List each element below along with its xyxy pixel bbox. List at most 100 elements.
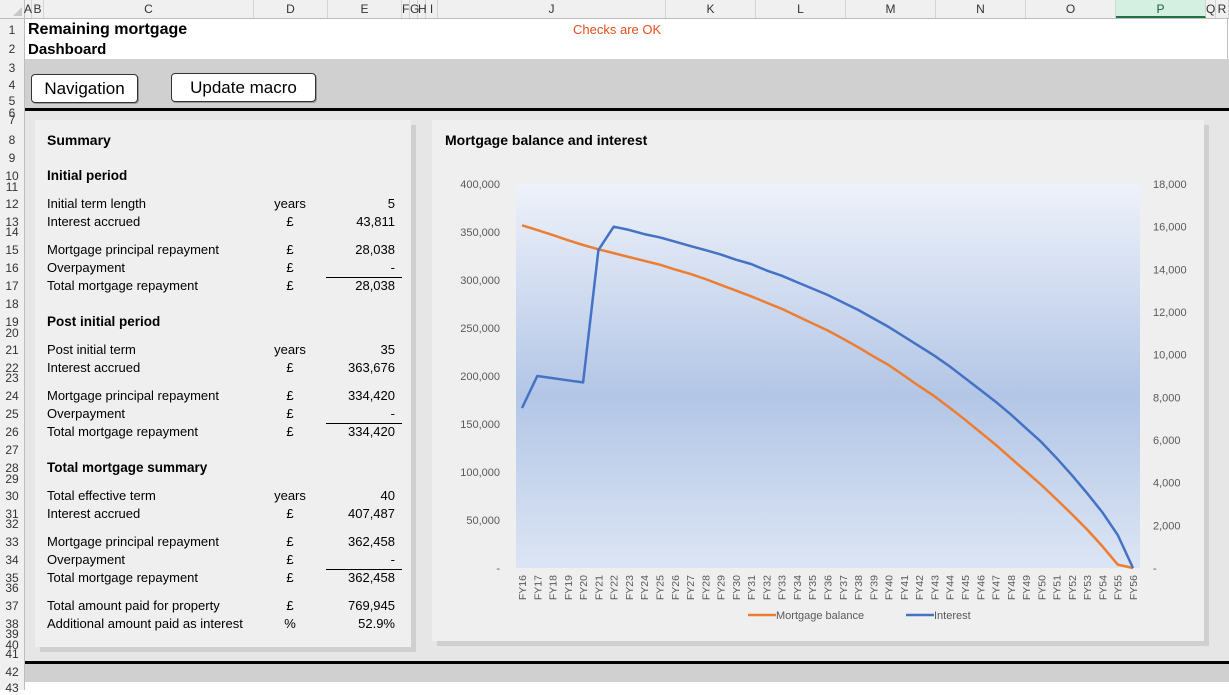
row-header-5[interactable]: 5 bbox=[8, 94, 16, 108]
column-header-b[interactable]: B bbox=[32, 0, 44, 18]
x-tick-label: FY47 bbox=[991, 575, 1003, 600]
summary-value: 28,038 bbox=[355, 242, 395, 257]
column-header-r[interactable]: R bbox=[1216, 0, 1229, 18]
row-header-11[interactable]: 11 bbox=[5, 180, 19, 194]
chart-panel[interactable]: Mortgage balance and interest - 50,000 100… bbox=[432, 120, 1204, 641]
row-header-21[interactable]: 21 bbox=[5, 343, 19, 357]
column-header-f[interactable]: F bbox=[402, 0, 410, 18]
y-right-tick-label: 12,000 bbox=[1153, 307, 1187, 319]
y-right-tick-label: 14,000 bbox=[1153, 264, 1187, 276]
row-header-26[interactable]: 26 bbox=[5, 425, 19, 439]
row-header-3[interactable]: 3 bbox=[8, 61, 16, 75]
row-header-32[interactable]: 32 bbox=[5, 517, 19, 531]
summary-value: 5 bbox=[387, 196, 395, 211]
row-header-41[interactable]: 41 bbox=[5, 647, 19, 661]
x-tick-label: FY18 bbox=[548, 575, 560, 600]
column-header-j[interactable]: J bbox=[438, 0, 666, 18]
summary-value: 363,676 bbox=[348, 360, 395, 375]
x-tick-label: FY33 bbox=[777, 575, 789, 600]
row-header-36[interactable]: 36 bbox=[5, 581, 19, 595]
select-all-corner[interactable] bbox=[0, 0, 25, 18]
column-header-k[interactable]: K bbox=[666, 0, 756, 18]
row-header-33[interactable]: 33 bbox=[5, 535, 19, 549]
column-header-n[interactable]: N bbox=[936, 0, 1026, 18]
row-header-17[interactable]: 17 bbox=[5, 279, 19, 293]
y-right-tick-label: - bbox=[1153, 563, 1157, 575]
column-header-l[interactable]: L bbox=[756, 0, 846, 18]
row-header-29[interactable]: 29 bbox=[5, 472, 19, 486]
summary-value: 35 bbox=[380, 342, 395, 357]
row-header-25[interactable]: 25 bbox=[5, 407, 19, 421]
row-header-19[interactable]: 19 bbox=[5, 315, 19, 329]
row-header-9[interactable]: 9 bbox=[8, 151, 16, 165]
column-header-d[interactable]: D bbox=[254, 0, 328, 18]
column-header-i[interactable]: I bbox=[426, 0, 438, 18]
column-header-h[interactable]: H bbox=[418, 0, 427, 18]
column-header-a[interactable]: A bbox=[24, 0, 33, 18]
row-header-1[interactable]: 1 bbox=[8, 23, 16, 37]
bottom-divider bbox=[25, 661, 1229, 664]
row-header-24[interactable]: 24 bbox=[5, 389, 19, 403]
row-header-6[interactable]: 6 bbox=[8, 106, 16, 120]
column-header-q[interactable]: Q bbox=[1206, 0, 1216, 18]
row-header-37[interactable]: 37 bbox=[5, 599, 19, 613]
row-header-8[interactable]: 8 bbox=[8, 133, 16, 147]
row-header-35[interactable]: 35 bbox=[5, 571, 19, 585]
row-header-38[interactable]: 38 bbox=[5, 617, 19, 631]
x-tick-label: FY27 bbox=[685, 575, 697, 600]
summary-value: 407,487 bbox=[348, 506, 395, 521]
x-tick-label: FY49 bbox=[1021, 575, 1033, 600]
x-tick-label: FY32 bbox=[761, 575, 773, 600]
row-header-34[interactable]: 34 bbox=[5, 553, 19, 567]
row-header-43[interactable]: 43 bbox=[5, 681, 19, 695]
row-header-12[interactable]: 12 bbox=[5, 197, 19, 211]
column-header-m[interactable]: M bbox=[846, 0, 936, 18]
legend-label: Interest bbox=[934, 610, 971, 622]
sheet-subtitle: Dashboard bbox=[28, 41, 107, 58]
y-right-tick-label: 10,000 bbox=[1153, 350, 1187, 362]
column-header-p[interactable]: P bbox=[1116, 0, 1206, 18]
row-header-39[interactable]: 39 bbox=[5, 627, 19, 641]
row-header-10[interactable]: 10 bbox=[5, 169, 19, 183]
row-header-28[interactable]: 28 bbox=[5, 461, 19, 475]
row-header-2[interactable]: 2 bbox=[8, 42, 16, 56]
row-header-18[interactable]: 18 bbox=[5, 297, 19, 311]
column-header-g[interactable]: G bbox=[410, 0, 420, 18]
x-tick-label: FY26 bbox=[670, 575, 682, 600]
row-header-42[interactable]: 42 bbox=[5, 665, 19, 679]
row-header-20[interactable]: 20 bbox=[5, 326, 19, 340]
column-header-o[interactable]: O bbox=[1026, 0, 1116, 18]
row-header-40[interactable]: 40 bbox=[5, 638, 19, 652]
summary-unit: £ bbox=[286, 534, 294, 549]
row-header-27[interactable]: 27 bbox=[5, 443, 19, 457]
summary-label: Total amount paid for property bbox=[47, 598, 220, 613]
row-header-13[interactable]: 13 bbox=[5, 215, 19, 229]
y-left-tick-label: 150,000 bbox=[460, 419, 500, 431]
x-tick-label: FY55 bbox=[1113, 575, 1125, 600]
column-header-e[interactable]: E bbox=[328, 0, 402, 18]
y-left-tick-label: 300,000 bbox=[460, 275, 500, 287]
column-header-c[interactable]: C bbox=[44, 0, 254, 18]
row-header-30[interactable]: 30 bbox=[5, 489, 19, 503]
row-header-22[interactable]: 22 bbox=[5, 361, 19, 375]
row-header-15[interactable]: 15 bbox=[5, 243, 19, 257]
navigation-button[interactable]: Navigation bbox=[31, 74, 138, 103]
x-tick-label: FY48 bbox=[1006, 575, 1018, 600]
row-header-23[interactable]: 23 bbox=[5, 371, 19, 385]
row-header-16[interactable]: 16 bbox=[5, 261, 19, 275]
row-header-bar: 1 2 3 4 5 6 7 8 9 10 11 12 13 14 15 16 17 18 19 20 21 22 23 24 2… bbox=[0, 19, 25, 694]
y-right-tick-label: 2,000 bbox=[1153, 520, 1181, 532]
row-header-7[interactable]: 7 bbox=[8, 113, 16, 127]
summary-label: Initial term length bbox=[47, 196, 146, 211]
plot-area bbox=[516, 184, 1140, 568]
row-header-31[interactable]: 31 bbox=[5, 507, 19, 521]
x-tick-label: FY56 bbox=[1128, 575, 1140, 600]
y-left-tick-label: - bbox=[496, 563, 500, 575]
update-macro-button[interactable]: Update macro bbox=[171, 73, 316, 102]
x-tick-label: FY20 bbox=[578, 575, 590, 600]
row-header-14[interactable]: 14 bbox=[5, 225, 19, 239]
summary-unit: £ bbox=[286, 424, 294, 439]
x-tick-label: FY36 bbox=[823, 575, 835, 600]
row-header-4[interactable]: 4 bbox=[8, 78, 16, 92]
summary-label: Mortgage principal repayment bbox=[47, 242, 219, 257]
